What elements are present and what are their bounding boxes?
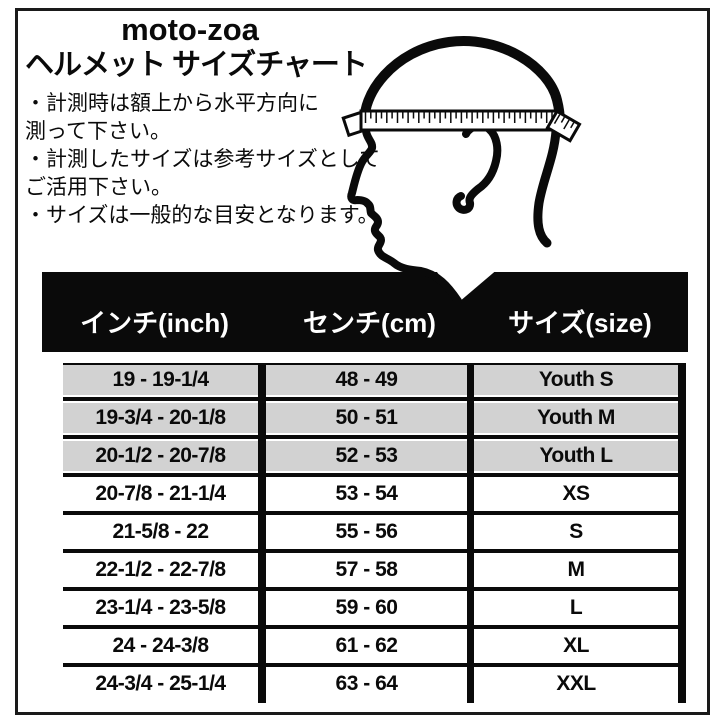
table-row: 19-3/4 - 20-1/8 50 - 51 Youth M [63, 403, 686, 433]
header-text-block: moto-zoa ヘルメット サイズチャート ・計測時は額上から水平方向に 測っ… [25, 12, 381, 230]
note-line: ・計測したサイズは参考サイズとして [25, 148, 381, 171]
table-row: 19 - 19-1/4 48 - 49 Youth S [63, 365, 686, 395]
row-separator [63, 661, 686, 669]
column-divider [467, 363, 474, 703]
cell-inch: 19 - 19-1/4 [63, 365, 258, 395]
table-row: 20-1/2 - 20-7/8 52 - 53 Youth L [63, 441, 686, 471]
note-line: 測って下さい。 [25, 120, 171, 143]
table-row: 22-1/2 - 22-7/8 57 - 58 M [63, 555, 686, 585]
column-header-inch: インチ(inch) [80, 308, 229, 338]
row-separator [63, 623, 686, 631]
cell-cm: 59 - 60 [266, 593, 467, 623]
table-row: 24-3/4 - 25-1/4 63 - 64 XXL [63, 669, 686, 699]
cell-inch: 22-1/2 - 22-7/8 [63, 555, 258, 585]
cell-cm: 48 - 49 [266, 365, 467, 395]
row-separator [63, 585, 686, 593]
cell-size: Youth M [474, 403, 678, 433]
cell-inch: 24 - 24-3/8 [63, 631, 258, 661]
cell-cm: 61 - 62 [266, 631, 467, 661]
cell-inch: 24-3/4 - 25-1/4 [63, 669, 258, 699]
table-header-band: インチ(inch) センチ(cm) サイズ(size) [42, 272, 688, 352]
cell-cm: 50 - 51 [266, 403, 467, 433]
cell-size: XS [474, 479, 678, 509]
note-line: ・計測時は額上から水平方向に [25, 92, 319, 115]
cell-size: L [474, 593, 678, 623]
row-separator [63, 471, 686, 479]
page-title: ヘルメット サイズチャート [25, 49, 368, 81]
cell-cm: 52 - 53 [266, 441, 467, 471]
row-separator [63, 547, 686, 555]
note-line: ・サイズは一般的な目安となります。 [25, 204, 379, 227]
row-separator [63, 509, 686, 517]
cell-size: M [474, 555, 678, 585]
row-separator [63, 433, 686, 441]
table-row: 20-7/8 - 21-1/4 53 - 54 XS [63, 479, 686, 509]
table-row: 24 - 24-3/8 61 - 62 XL [63, 631, 686, 661]
cell-inch: 20-1/2 - 20-7/8 [63, 441, 258, 471]
cell-size: Youth S [474, 365, 678, 395]
brand-title: moto-zoa [121, 12, 259, 47]
cell-size: XXL [474, 669, 678, 699]
note-line: ご活用下さい。 [25, 176, 172, 199]
column-divider [678, 363, 686, 703]
cell-inch: 20-7/8 - 21-1/4 [63, 479, 258, 509]
table-row: 23-1/4 - 23-5/8 59 - 60 L [63, 593, 686, 623]
measurement-notes: ・計測時は額上から水平方向に 測って下さい。 ・計測したサイズは参考サイズとして… [25, 90, 381, 230]
cell-inch: 23-1/4 - 23-5/8 [63, 593, 258, 623]
column-divider [258, 363, 266, 703]
cell-inch: 19-3/4 - 20-1/8 [63, 403, 258, 433]
cell-cm: 57 - 58 [266, 555, 467, 585]
cell-cm: 63 - 64 [266, 669, 467, 699]
cell-inch: 21-5/8 - 22 [63, 517, 258, 547]
column-header-size: サイズ(size) [508, 308, 652, 338]
table-row: 21-5/8 - 22 55 - 56 S [63, 517, 686, 547]
cell-cm: 55 - 56 [266, 517, 467, 547]
cell-size: Youth L [474, 441, 678, 471]
size-table: 19 - 19-1/4 48 - 49 Youth S 19-3/4 - 20-… [63, 363, 686, 703]
cell-size: XL [474, 631, 678, 661]
column-header-cm: センチ(cm) [303, 308, 436, 338]
cell-size: S [474, 517, 678, 547]
row-separator [63, 395, 686, 403]
page-border [15, 8, 710, 715]
cell-cm: 53 - 54 [266, 479, 467, 509]
